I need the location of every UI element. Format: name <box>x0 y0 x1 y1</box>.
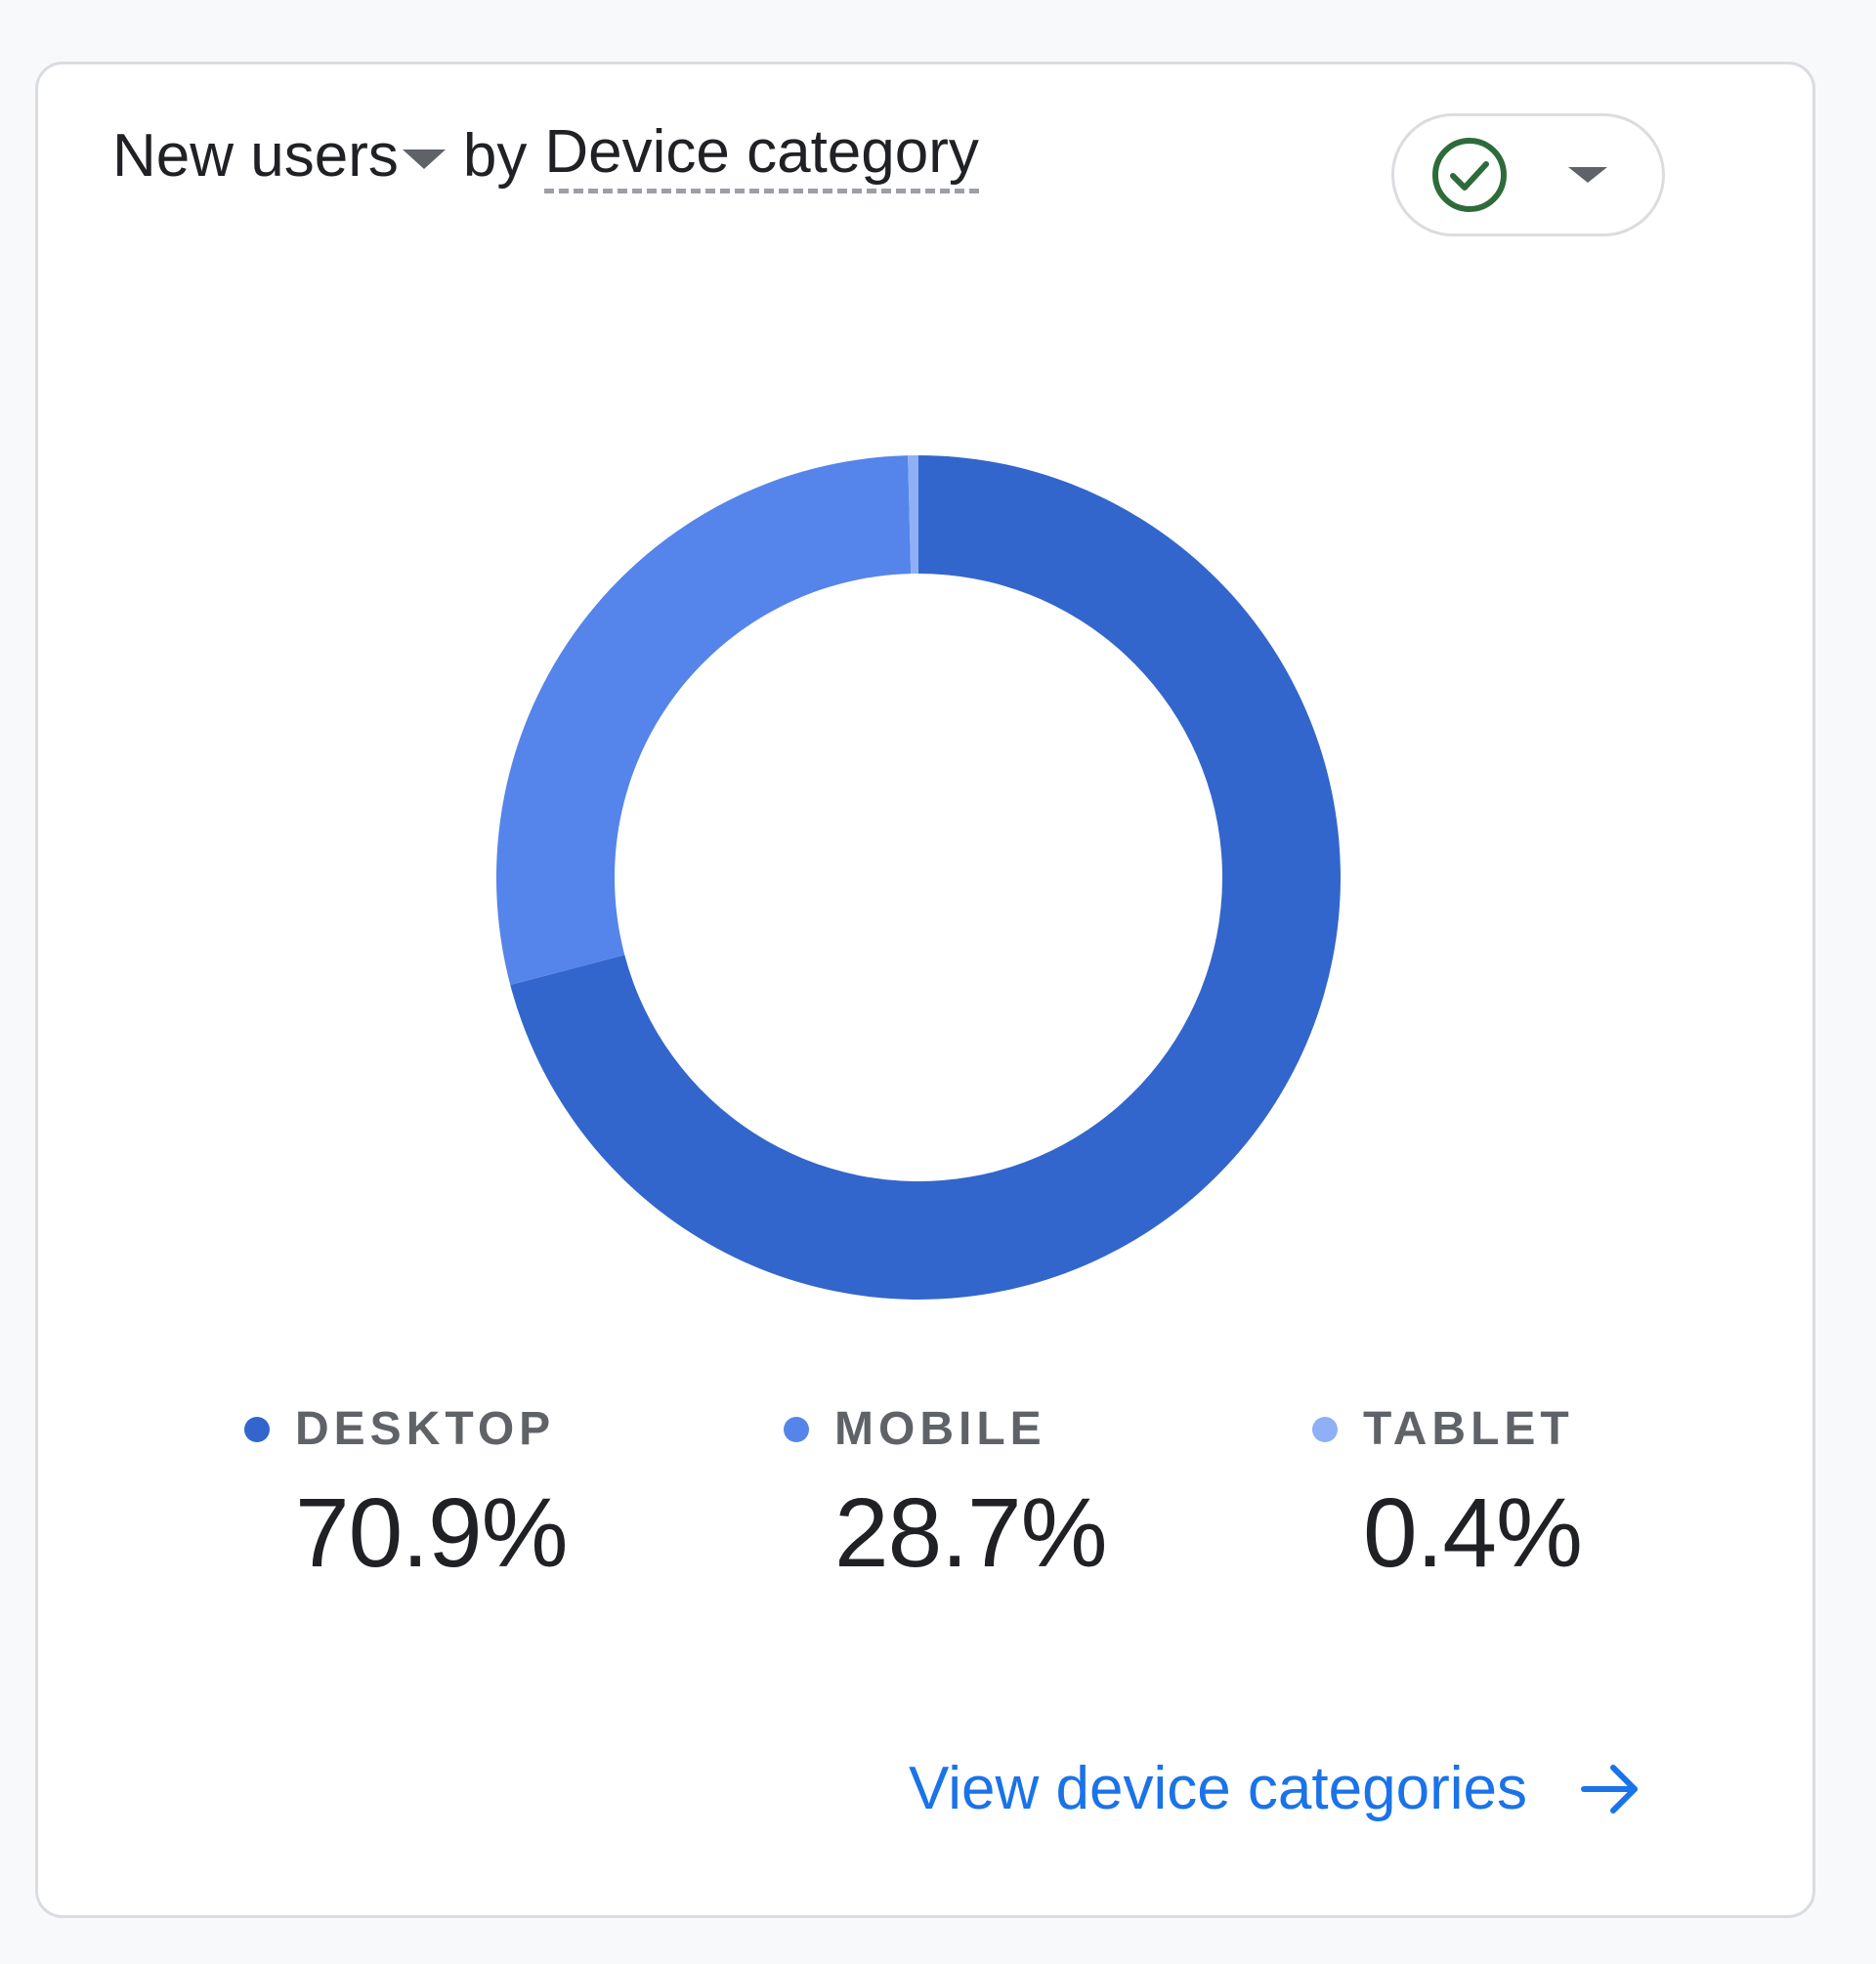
legend-dot-tablet <box>1312 1416 1338 1442</box>
legend-label-mobile: MOBILE <box>834 1403 1046 1455</box>
donut-slice-mobile[interactable] <box>496 455 912 986</box>
legend-label-desktop: DESKTOP <box>295 1403 556 1455</box>
chevron-down-icon <box>1568 167 1607 183</box>
legend-item-desktop: DESKTOP 70.9% <box>244 1402 569 1590</box>
card-title: New users by Device category <box>112 117 979 193</box>
legend-value-tablet: 0.4% <box>1363 1478 1583 1588</box>
device-category-card <box>35 62 1815 1918</box>
legend-label-tablet: TABLET <box>1363 1403 1574 1455</box>
view-device-categories-label: View device categories <box>909 1755 1527 1822</box>
title-connector: by <box>462 121 528 190</box>
legend-value-desktop: 70.9% <box>295 1478 569 1588</box>
donut-svg <box>496 455 1341 1300</box>
legend-value-mobile: 28.7% <box>834 1478 1108 1588</box>
metric-dropdown-icon[interactable] <box>402 149 446 169</box>
arrow-right-icon <box>1581 1764 1638 1814</box>
legend-item-mobile: MOBILE 28.7% <box>784 1402 1108 1590</box>
donut-chart <box>493 452 1343 1302</box>
metric-label: New users <box>112 121 399 190</box>
insights-status-button[interactable] <box>1391 113 1665 236</box>
check-circle-icon <box>1432 138 1507 212</box>
legend-dot-desktop <box>244 1416 270 1442</box>
metric-selector[interactable]: New users <box>112 121 463 191</box>
legend-item-tablet: TABLET 0.4% <box>1312 1402 1583 1590</box>
view-device-categories-link[interactable]: View device categories <box>909 1754 1642 1823</box>
donut-slice-tablet[interactable] <box>908 455 918 575</box>
legend-dot-mobile <box>784 1416 809 1442</box>
dimension-selector[interactable]: Device category <box>544 117 979 193</box>
